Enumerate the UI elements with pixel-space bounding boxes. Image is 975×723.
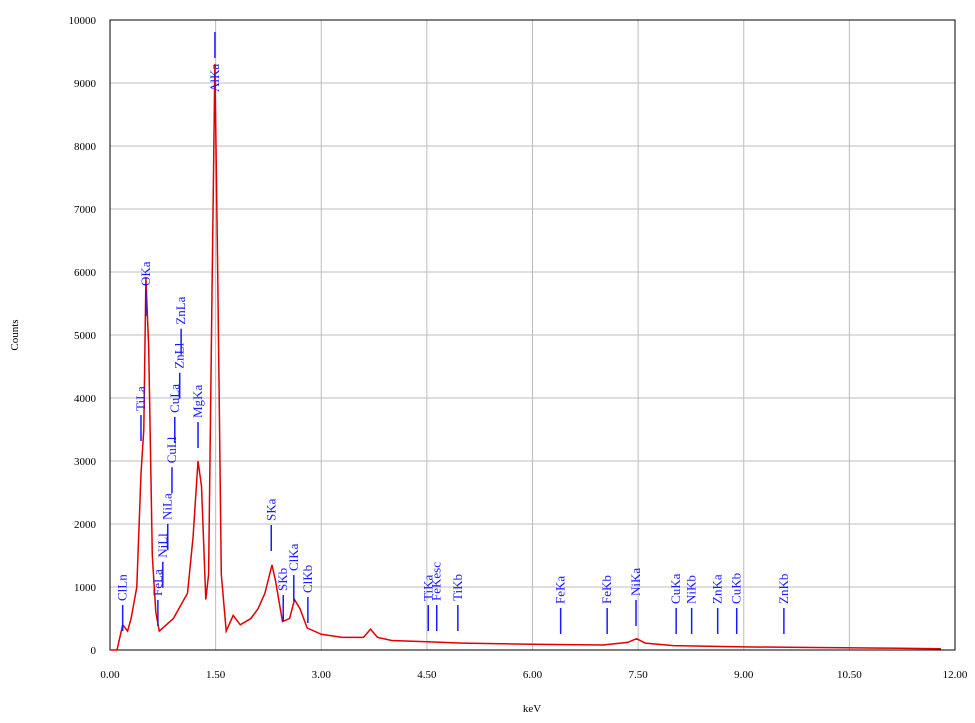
- peak-label: ZnLl: [172, 342, 187, 368]
- peak-label: OKa: [138, 261, 153, 286]
- peak-label: FeKesc: [429, 562, 444, 601]
- y-tick-label: 5000: [74, 330, 97, 342]
- peak-label: ZnKb: [776, 574, 791, 604]
- x-tick-label: 9.00: [734, 669, 754, 681]
- peak-label: TiKa: [420, 575, 435, 601]
- peak-label: SKb: [275, 568, 290, 591]
- x-tick-label: 3.00: [312, 669, 332, 681]
- peak-label: ClKb: [300, 565, 315, 593]
- peak-label: CuKa: [668, 573, 683, 604]
- y-tick-label: 9000: [74, 78, 97, 90]
- peak-label: MgKa: [190, 385, 205, 418]
- x-tick-label: 6.00: [523, 669, 543, 681]
- y-tick-label: 10000: [69, 15, 97, 27]
- peak-label: NiKa: [628, 568, 643, 596]
- y-tick-label: 0: [91, 645, 97, 657]
- y-tick-label: 8000: [74, 141, 97, 153]
- y-tick-label: 2000: [74, 519, 97, 531]
- y-tick-label: 3000: [74, 456, 97, 468]
- y-axis-title: Counts: [9, 319, 21, 350]
- x-tick-label: 7.50: [629, 669, 649, 681]
- y-tick-label: 1000: [74, 582, 97, 594]
- peak-label: AlKa: [207, 64, 222, 92]
- peak-label: TiLa: [133, 386, 148, 411]
- peak-label: SKa: [263, 498, 278, 521]
- peak-label: FeLa: [150, 569, 165, 596]
- y-tick-label: 4000: [74, 393, 97, 405]
- x-tick-label: 1.50: [206, 669, 226, 681]
- peak-label: CuLl: [164, 436, 179, 463]
- x-tick-label: 4.50: [417, 669, 437, 681]
- x-axis-title: keV: [523, 703, 541, 715]
- x-tick-label: 0.00: [100, 669, 120, 681]
- peak-label: CuLa: [167, 384, 182, 413]
- peak-label: FeKb: [599, 575, 614, 604]
- peak-label: ClLn: [115, 574, 130, 601]
- x-tick-label: 12.00: [943, 669, 968, 681]
- peak-label: NiKb: [684, 575, 699, 604]
- x-tick-label: 10.50: [837, 669, 862, 681]
- peak-label: ZnLa: [173, 296, 188, 324]
- plot-frame: [109, 19, 956, 651]
- peak-label: NiLl: [155, 533, 170, 558]
- peak-label: TiKb: [450, 574, 465, 601]
- y-tick-label: 7000: [74, 204, 97, 216]
- peak-label: ZnKa: [710, 574, 725, 604]
- peak-label: CuKb: [729, 573, 744, 604]
- y-tick-label: 6000: [74, 267, 97, 279]
- peak-label: NiLa: [160, 493, 175, 520]
- spectrum-line: [110, 64, 941, 651]
- peak-label: ClKa: [286, 543, 301, 571]
- peak-label: FeKa: [553, 576, 568, 604]
